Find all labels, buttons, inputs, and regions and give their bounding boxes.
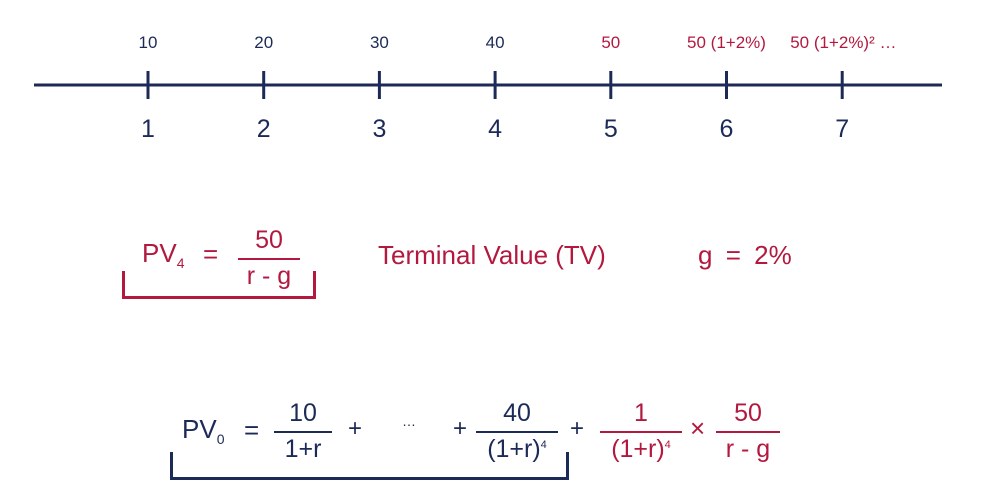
growth-equals: = (725, 240, 741, 270)
pv4-subscript: 4 (176, 255, 185, 271)
period-label: 3 (372, 115, 386, 143)
pv0-discount-fraction: 1 (1+r)4 (600, 399, 682, 464)
cash-flow-label: 20 (254, 33, 273, 52)
pv0-term4-bar (476, 431, 558, 433)
cash-flow-label: 50 (601, 33, 620, 52)
pv0-pv-text: PV (182, 414, 217, 444)
pv0-term4-numerator: 40 (503, 399, 531, 427)
pv0-term1-denominator: 1+r (284, 435, 322, 463)
pv0-ellipsis: … (402, 413, 416, 429)
pv0-subscript: 0 (216, 431, 225, 447)
period-label: 6 (720, 115, 734, 143)
pv0-discount-numerator: 1 (634, 399, 648, 427)
period-label: 4 (488, 115, 502, 143)
pv4-bracket (122, 271, 316, 299)
pv0-plus-1: + (348, 415, 363, 442)
pv0-tv-bar (716, 431, 780, 433)
period-label: 1 (141, 115, 155, 143)
pv0-bracket (170, 452, 569, 480)
pv0-plus-3: + (570, 415, 585, 442)
pv0-term4-fraction: 40 (1+r)4 (476, 399, 558, 464)
cash-flow-label: 30 (370, 33, 389, 52)
cash-flow-label: 50 (1+2%)² … (790, 33, 896, 52)
pv0-term1-fraction: 10 1+r (274, 399, 332, 464)
pv0-discount-denominator: (1+r)4 (600, 433, 682, 464)
growth-g: g (698, 240, 713, 270)
cash-flow-label: 50 (1+2%) (687, 33, 766, 52)
pv0-discount-exponent: 4 (664, 439, 671, 451)
pv4-equals: = (203, 239, 219, 269)
pv0-plus-2: + (453, 415, 468, 442)
pv0-discount-bar (600, 431, 682, 433)
pv0-tv-denominator: r - g (725, 435, 771, 463)
pv4-denominator: r - g (246, 262, 292, 290)
pv4-numerator: 50 (255, 226, 283, 254)
pv4-fraction-bar (238, 258, 300, 260)
cash-flow-label: 40 (486, 33, 505, 52)
pv0-term4-exponent: 4 (540, 439, 547, 451)
pv0-times: × (690, 413, 706, 443)
period-label: 2 (257, 115, 271, 143)
pv0-equals: = (244, 415, 260, 445)
pv4-pv-text: PV (142, 238, 177, 268)
timeline: 1 2 3 4 5 6 7 10 20 30 40 50 50 (1+2%) 50 (1+2%)² … (34, 33, 942, 143)
pv0-tv-fraction: 50 r - g (716, 399, 780, 464)
pv0-label: PV0 (182, 414, 224, 447)
pv0-term4-denominator: (1+r)4 (476, 433, 558, 464)
growth-rate: g = 2% (698, 240, 792, 271)
pv4-fraction: 50 r - g (238, 226, 300, 291)
pv0-term4-den-base: (1+r) (487, 435, 541, 463)
pv0-term1-numerator: 10 (289, 399, 317, 427)
pv4-label: PV4 (142, 238, 184, 271)
cash-flow-label: 10 (139, 33, 158, 52)
pv0-tv-numerator: 50 (734, 399, 762, 427)
pv0-discount-den-base: (1+r) (611, 435, 665, 463)
period-label: 5 (604, 115, 618, 143)
growth-value: 2% (754, 240, 792, 270)
pv0-term1-bar (274, 431, 332, 433)
terminal-value-label: Terminal Value (TV) (378, 240, 606, 270)
period-label: 7 (835, 115, 849, 143)
